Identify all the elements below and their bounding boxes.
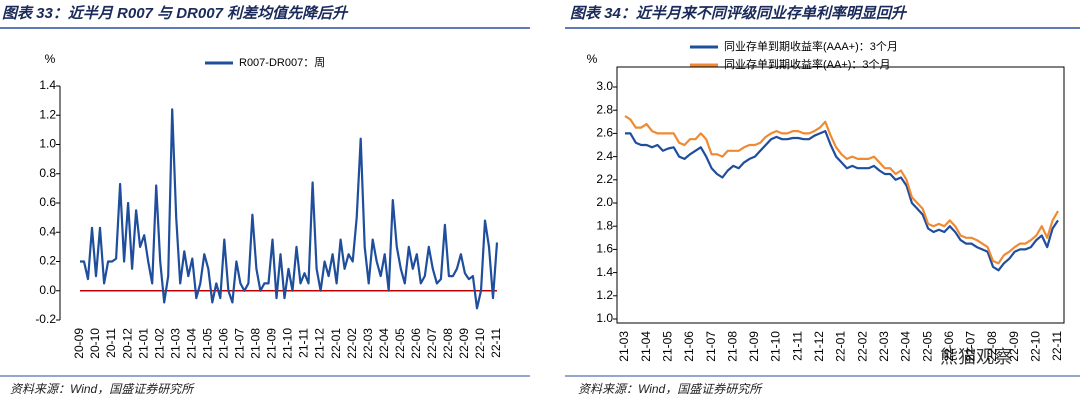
x-tick-label: 21-09 — [747, 331, 761, 362]
x-tick-label: 22-03 — [877, 331, 891, 362]
x-tick-label: 21-10 — [281, 328, 295, 359]
legend-label: R007-DR007：周 — [239, 56, 325, 69]
x-tick-label: 22-01 — [329, 328, 343, 359]
y-tick-label: 1.8 — [596, 218, 613, 232]
x-tick-label: 21-08 — [249, 328, 263, 359]
x-tick-label: 22-08 — [441, 328, 455, 359]
x-tick-label: 22-09 — [457, 328, 471, 359]
x-tick-label: 22-05 — [920, 331, 934, 362]
watermark: 熊猫观察 — [940, 347, 1012, 367]
y-tick-label: 1.0 — [39, 137, 56, 151]
y-tick-label: 2.8 — [596, 102, 613, 116]
legend-label: 同业存单到期收益率(AAA+)：3个月 — [724, 39, 898, 53]
y-tick-label: 1.4 — [39, 78, 56, 92]
x-tick-label: 21-11 — [297, 328, 311, 358]
source-note: 资料来源：Wind，国盛证券研究所 — [10, 382, 195, 396]
y-tick-label: 1.2 — [39, 107, 56, 121]
y-tick-label: 1.4 — [596, 265, 613, 279]
x-tick-label: 20-09 — [72, 328, 86, 359]
y-tick-label: 2.6 — [596, 126, 613, 140]
x-tick-label: 22-07 — [964, 331, 978, 362]
x-tick-label: 21-04 — [639, 331, 653, 362]
y-tick-label: 0.6 — [39, 195, 56, 209]
x-tick-label: 21-03 — [617, 331, 631, 362]
series-line — [624, 115, 1059, 265]
x-tick-label: 22-05 — [393, 328, 407, 359]
x-tick-label: 22-03 — [361, 328, 375, 359]
x-tick-label: 20-10 — [88, 328, 102, 359]
y-tick-label: 0.4 — [39, 224, 56, 238]
x-tick-label: 21-03 — [168, 328, 182, 359]
series-line — [625, 130, 1059, 272]
y-tick-label: 2.2 — [596, 172, 613, 186]
x-tick-label: 22-10 — [1029, 331, 1043, 362]
x-tick-label: 22-10 — [473, 328, 487, 359]
source-note: 资料来源：Wind，国盛证券研究所 — [578, 382, 763, 396]
x-tick-label: 21-08 — [725, 331, 739, 362]
plot-frame — [616, 66, 1065, 324]
x-tick-label: 21-01 — [136, 328, 150, 359]
x-tick-label: 21-05 — [200, 328, 214, 359]
chart-title: 图表 33：近半月 R007 与 DR007 利差均值先降后升 — [2, 5, 349, 22]
y-tick-label: 1.0 — [596, 311, 613, 325]
x-tick-label: 21-09 — [265, 328, 279, 359]
x-tick-label: 22-02 — [855, 331, 869, 362]
y-tick-label: -0.2 — [35, 312, 56, 326]
x-tick-label: 21-05 — [660, 331, 674, 362]
x-tick-label: 22-07 — [425, 328, 439, 359]
series-line — [80, 108, 499, 310]
y-tick-label: 0.0 — [39, 283, 56, 297]
x-tick-label: 20-12 — [120, 328, 134, 359]
x-tick-label: 22-04 — [377, 328, 391, 359]
x-tick-label: 21-06 — [217, 328, 231, 359]
x-tick-label: 21-07 — [704, 331, 718, 362]
x-tick-label: 22-02 — [345, 328, 359, 359]
y-tick-label: 3.0 — [596, 79, 613, 93]
x-tick-label: 22-06 — [942, 331, 956, 362]
y-tick-label: 0.2 — [39, 254, 56, 268]
y-tick-label: 1.2 — [596, 288, 613, 302]
y-tick-label: 0.8 — [39, 166, 56, 180]
x-tick-label: 21-02 — [152, 328, 166, 359]
y-axis-label: % — [587, 52, 598, 66]
x-tick-label: 21-04 — [184, 328, 198, 359]
x-tick-label: 22-04 — [899, 331, 913, 362]
y-tick-label: 2.0 — [596, 195, 613, 209]
x-tick-label: 20-11 — [104, 328, 118, 358]
x-tick-label: 21-10 — [769, 331, 783, 362]
y-axis-label: % — [45, 52, 56, 66]
x-tick-label: 22-01 — [834, 331, 848, 362]
x-tick-label: 22-11 — [489, 328, 503, 358]
x-tick-label: 22-09 — [1007, 331, 1021, 362]
x-tick-label: 22-11 — [1050, 331, 1064, 361]
x-tick-label: 22-06 — [409, 328, 423, 359]
x-tick-label: 21-07 — [233, 328, 247, 359]
legend-label: 同业存单到期收益率(AA+)：3个月 — [724, 57, 891, 71]
chart-title: 图表 34：近半月来不同评级同业存单利率明显回升 — [570, 4, 908, 22]
x-tick-label: 21-12 — [313, 328, 327, 359]
x-tick-label: 21-06 — [682, 331, 696, 362]
x-tick-label: 21-11 — [790, 331, 804, 361]
y-tick-label: 2.4 — [596, 149, 613, 163]
x-tick-label: 21-12 — [812, 331, 826, 362]
x-tick-label: 22-08 — [985, 331, 999, 362]
y-tick-label: 1.6 — [596, 242, 613, 256]
